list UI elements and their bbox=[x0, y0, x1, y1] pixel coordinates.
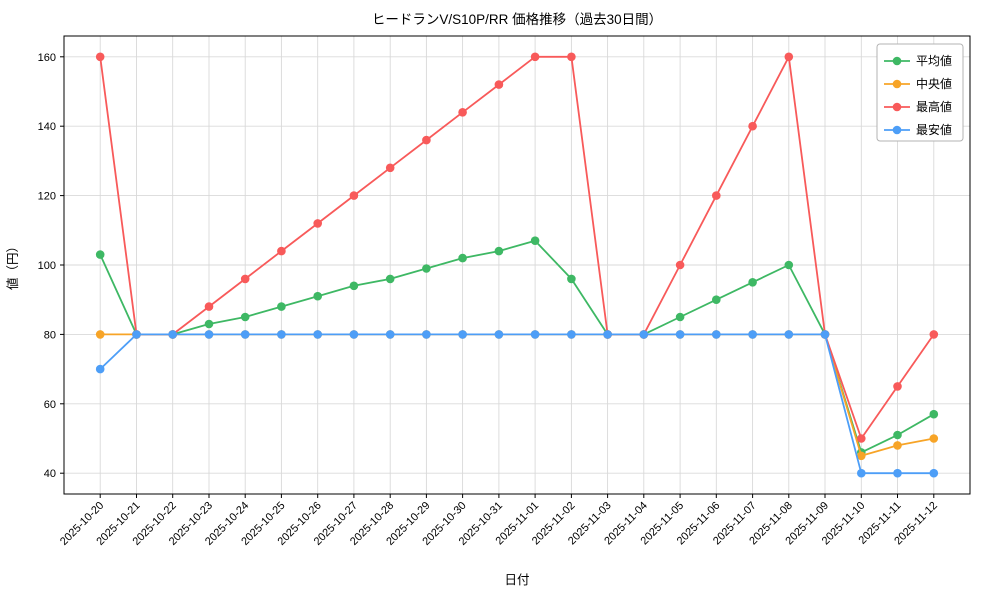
data-point-average bbox=[277, 302, 286, 311]
y-tick-label: 140 bbox=[38, 121, 56, 133]
y-tick-label: 60 bbox=[44, 399, 56, 411]
y-axis-label: 値（円） bbox=[5, 240, 20, 290]
legend-label-max: 最高値 bbox=[916, 99, 952, 114]
data-point-max bbox=[929, 330, 939, 339]
legend-label-average: 平均値 bbox=[916, 53, 952, 68]
data-point-max bbox=[240, 274, 250, 284]
data-point-min bbox=[748, 330, 757, 339]
data-point-min bbox=[567, 330, 576, 339]
y-tick-label: 80 bbox=[44, 329, 56, 341]
data-point-min bbox=[277, 330, 286, 339]
data-point-min bbox=[132, 330, 141, 339]
data-point-median bbox=[95, 330, 105, 339]
data-point-median bbox=[857, 451, 866, 461]
data-point-average bbox=[784, 260, 794, 270]
data-point-max bbox=[458, 108, 467, 117]
data-point-min bbox=[820, 330, 830, 339]
data-point-max bbox=[385, 163, 395, 173]
data-point-average bbox=[567, 274, 576, 284]
data-point-average bbox=[929, 409, 939, 419]
data-point-min bbox=[95, 364, 105, 374]
data-point-min bbox=[385, 330, 395, 339]
y-tick-label: 160 bbox=[38, 52, 56, 64]
series-line-max bbox=[99, 55, 935, 440]
data-point-min bbox=[458, 330, 467, 339]
legend-box bbox=[876, 43, 964, 142]
data-point-median bbox=[929, 434, 939, 443]
data-point-min bbox=[857, 468, 866, 478]
data-point-average bbox=[530, 236, 540, 245]
data-point-median bbox=[893, 441, 902, 450]
data-point-average bbox=[675, 312, 685, 322]
y-tick-label: 100 bbox=[38, 260, 56, 272]
data-point-min bbox=[240, 330, 250, 339]
data-point-min bbox=[603, 330, 612, 339]
data-point-average bbox=[748, 278, 757, 287]
data-point-average bbox=[494, 246, 504, 256]
data-point-average bbox=[204, 319, 214, 329]
data-point-max bbox=[567, 52, 576, 62]
data-point-min bbox=[639, 330, 649, 339]
data-point-min bbox=[168, 330, 177, 339]
data-point-max bbox=[349, 191, 359, 200]
y-tick-label: 40 bbox=[44, 468, 56, 480]
data-point-max bbox=[748, 121, 757, 131]
x-axis-label: 日付 bbox=[504, 573, 529, 587]
data-point-min bbox=[494, 330, 504, 339]
data-point-max bbox=[313, 219, 323, 228]
data-point-min bbox=[313, 330, 323, 339]
data-point-min bbox=[929, 468, 939, 478]
series-min bbox=[95, 330, 939, 478]
data-point-min bbox=[675, 330, 685, 339]
data-point-min bbox=[893, 468, 902, 478]
data-point-average bbox=[893, 430, 902, 440]
data-point-min bbox=[712, 330, 721, 339]
data-point-max bbox=[422, 135, 431, 145]
data-point-max bbox=[675, 260, 685, 270]
data-point-average bbox=[458, 253, 467, 263]
data-point-max bbox=[893, 382, 902, 391]
data-point-average bbox=[385, 274, 395, 284]
chart-title: ヒードランV/S10P/RR 価格推移（過去30日間） bbox=[372, 12, 662, 27]
data-point-max bbox=[530, 52, 540, 62]
data-point-average bbox=[422, 264, 431, 273]
data-point-average bbox=[240, 312, 250, 322]
data-point-average bbox=[95, 250, 105, 259]
data-point-max bbox=[204, 302, 214, 311]
series-line-average bbox=[99, 239, 935, 454]
data-point-average bbox=[313, 291, 323, 301]
data-point-max bbox=[277, 246, 286, 256]
legend-label-min: 最安値 bbox=[916, 122, 952, 137]
data-point-average bbox=[349, 281, 359, 291]
data-point-min bbox=[349, 330, 359, 339]
legend-marker-median bbox=[892, 79, 902, 89]
y-tick-label: 120 bbox=[38, 191, 56, 203]
data-point-max bbox=[712, 191, 721, 200]
data-point-min bbox=[204, 330, 214, 339]
data-point-max bbox=[95, 52, 105, 62]
legend-marker-min bbox=[892, 125, 902, 135]
data-point-min bbox=[422, 330, 431, 339]
data-point-min bbox=[784, 330, 794, 339]
data-point-max bbox=[857, 434, 866, 443]
series-line-min bbox=[99, 333, 935, 475]
legend-marker-average bbox=[892, 56, 902, 66]
data-point-max bbox=[784, 52, 794, 62]
data-point-average bbox=[712, 295, 721, 305]
legend-marker-max bbox=[892, 102, 902, 112]
data-point-max bbox=[494, 80, 504, 89]
legend-label-median: 中央値 bbox=[916, 76, 952, 91]
data-point-min bbox=[530, 330, 540, 339]
